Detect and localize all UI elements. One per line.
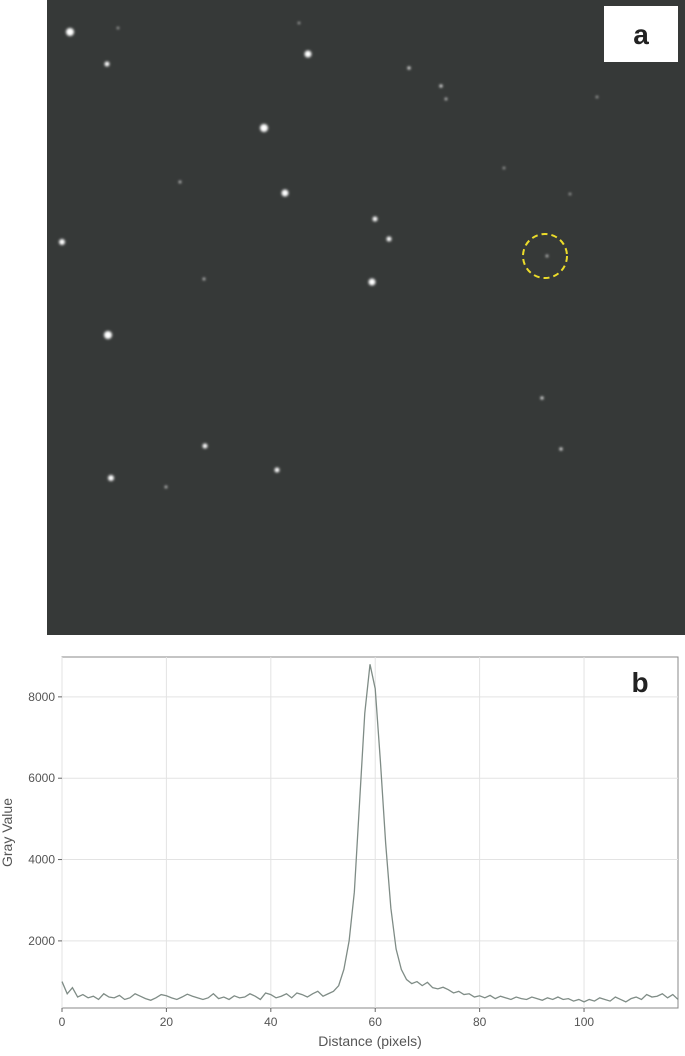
y-tick-label: 4000 [28, 853, 55, 867]
x-tick-label: 100 [574, 1015, 594, 1029]
y-axis-label: Gray Value [0, 798, 15, 867]
x-tick-label: 40 [264, 1015, 278, 1029]
panel-label: b [631, 667, 648, 698]
x-tick-label: 20 [160, 1015, 174, 1029]
star-field-image: a [47, 0, 685, 635]
label-box [604, 6, 678, 62]
x-axis-label: Distance (pixels) [318, 1033, 421, 1049]
y-tick-label: 2000 [28, 934, 55, 948]
panel-label: a [633, 19, 649, 50]
profile-line [61, 664, 679, 1003]
plot-area [61, 656, 679, 1009]
y-tick-label: 6000 [28, 771, 55, 785]
stars [59, 22, 598, 489]
image-background [47, 0, 685, 635]
highlight-circle [522, 233, 568, 279]
x-tick-label: 60 [369, 1015, 383, 1029]
x-tick-label: 0 [59, 1015, 66, 1029]
x-tick-label: 80 [473, 1015, 487, 1029]
y-tick-label: 8000 [28, 690, 55, 704]
